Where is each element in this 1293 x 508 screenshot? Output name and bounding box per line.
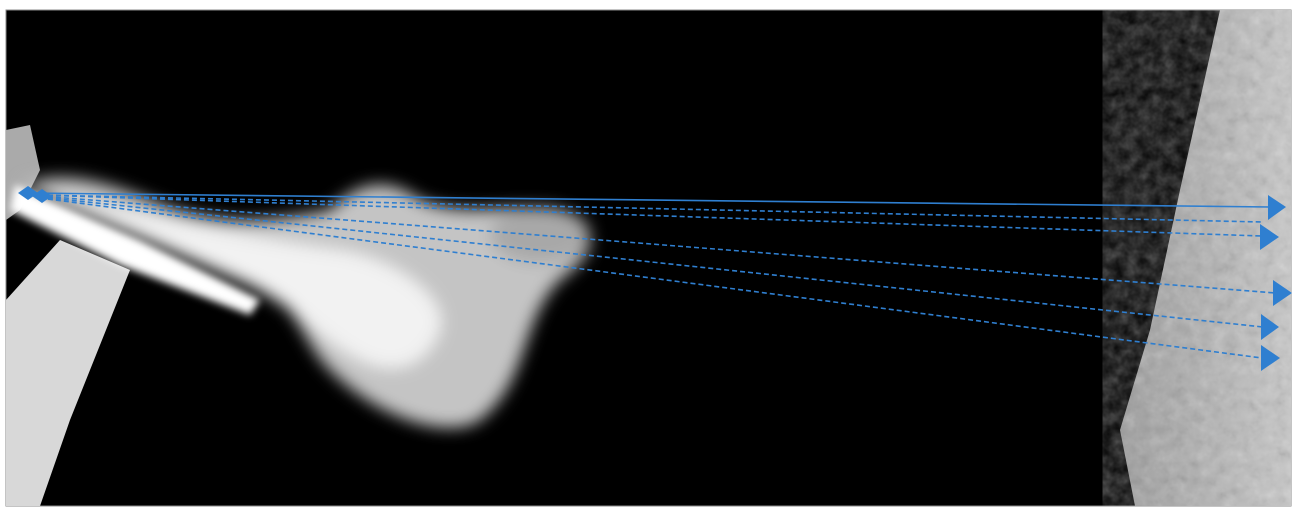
- arrowhead: [1268, 195, 1286, 220]
- solid-arrow-line: [27, 192, 1271, 208]
- arrowhead: [1261, 314, 1279, 340]
- surface-texture: [1120, 10, 1291, 506]
- arrowheads: [18, 186, 1292, 371]
- dashed-arrow-line: [39, 194, 1263, 223]
- dashed-arrow-line: [39, 197, 1263, 359]
- trajectory-lines: [27, 192, 1276, 359]
- start-diamond: [32, 189, 52, 203]
- dashed-arrow-line: [39, 196, 1264, 328]
- arrowhead: [1273, 280, 1292, 306]
- arrowhead: [1260, 224, 1279, 250]
- dashed-arrow-line: [39, 194, 1263, 237]
- arrowhead: [1261, 345, 1280, 371]
- nozzle-body: [6, 240, 130, 506]
- jet-core: [10, 185, 260, 315]
- dashed-arrow-line: [39, 195, 1276, 294]
